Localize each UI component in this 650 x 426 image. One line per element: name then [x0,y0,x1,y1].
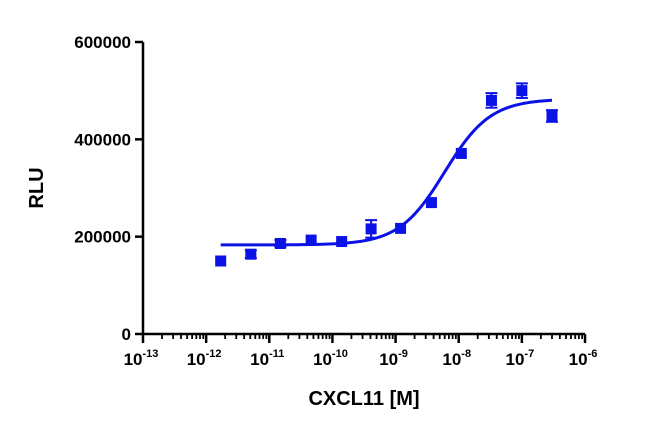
x-tick-label: 10-12 [187,348,222,369]
square-marker [215,255,227,267]
square-marker [274,237,286,249]
square-marker [425,197,437,209]
x-axis: 10-13 10-12 10-11 10-10 10-9 10-8 10-7 10-6 [124,332,598,369]
x-tick-label: 10-8 [442,348,471,369]
data-point [365,219,378,239]
square-marker [455,147,467,159]
x-tick-label: 10-13 [124,348,159,369]
x-tick-label: 10-11 [250,348,284,369]
y-axis: 0 200000 400000 600000 [74,33,145,344]
x-axis-title: CXCL11 [M] [308,388,419,410]
y-tick-label: 0 [122,325,131,344]
x-tick-label: 10-10 [313,348,348,369]
square-marker [546,110,558,122]
square-marker [395,222,407,234]
square-marker [245,248,257,260]
x-ticks: 10-13 10-12 10-11 10-10 10-9 10-8 10-7 10-6 [124,334,598,369]
x-tick-label: 10-7 [506,348,535,369]
y-tick-label: 400000 [74,130,131,149]
data-point [274,237,287,249]
x-tick-label: 10-6 [569,348,598,369]
x-tick-label: 10-9 [379,348,408,369]
y-axis-title: RLU [26,167,48,208]
data-point [455,147,467,159]
data-point [305,234,317,246]
data-points [215,82,558,267]
data-point [485,92,498,109]
square-marker [516,85,528,97]
data-point [545,109,558,123]
y-tick-label: 200000 [74,228,131,247]
square-marker [305,234,317,246]
data-point [395,222,407,234]
fit-curve [220,98,553,247]
y-ticks: 0 200000 400000 600000 [74,33,143,344]
data-point [215,255,227,267]
data-point [336,236,348,248]
square-marker [485,94,497,106]
square-marker [336,236,348,248]
y-tick-label: 600000 [74,33,131,52]
square-marker [365,223,377,235]
data-point [515,82,528,99]
data-point [244,248,257,260]
data-point [425,197,437,209]
